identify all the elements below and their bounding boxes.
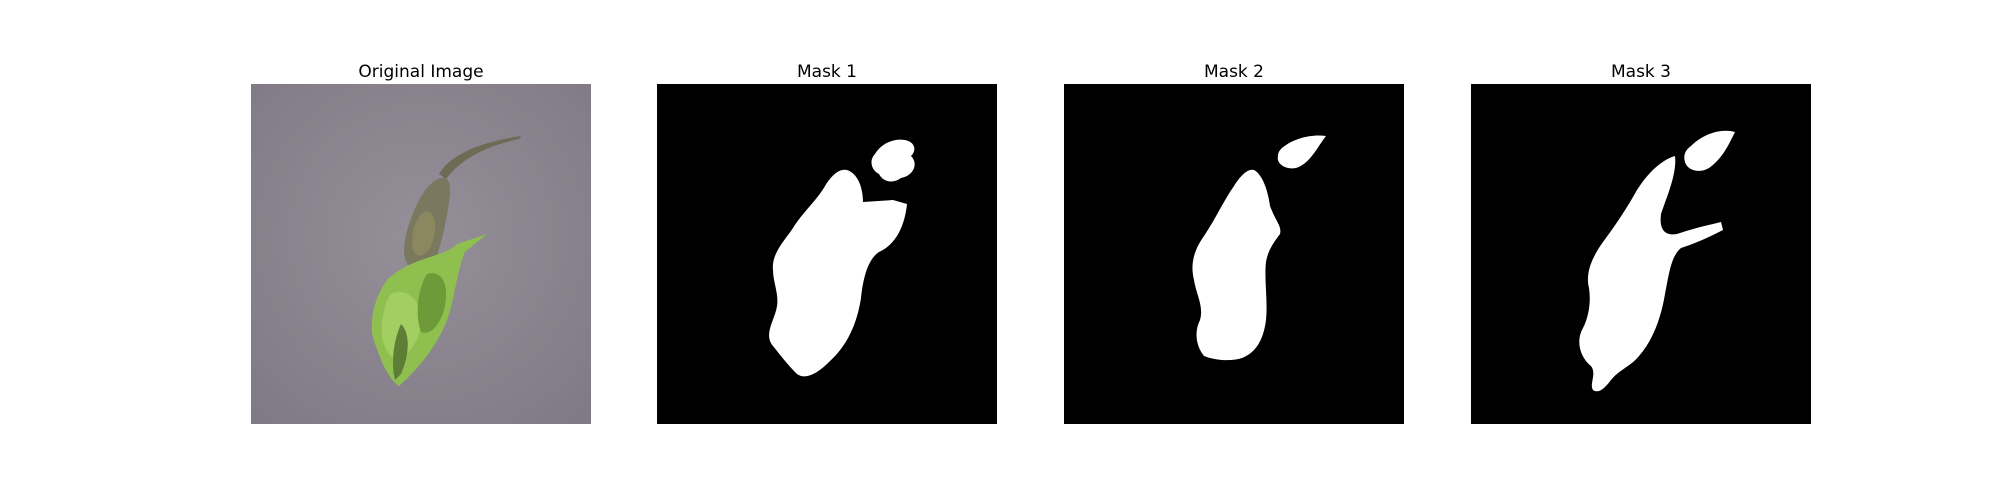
panel-title: Original Image	[358, 62, 484, 82]
mask-1-image	[657, 84, 997, 424]
panel-title: Mask 2	[1203, 62, 1264, 82]
original-photo	[251, 84, 591, 424]
panel-title: Mask 1	[796, 62, 857, 82]
panel-title: Mask 3	[1610, 62, 1671, 82]
mask-3-image	[1471, 84, 1811, 424]
mask-2-image	[1064, 84, 1404, 424]
